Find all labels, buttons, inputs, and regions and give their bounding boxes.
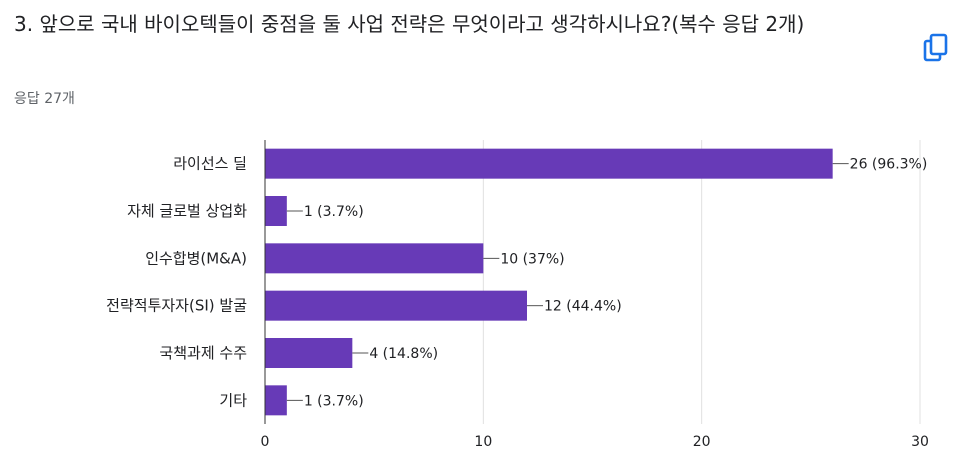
copy-chart-button[interactable] — [922, 32, 952, 64]
x-tick-label: 20 — [693, 434, 711, 450]
response-count: 응답 27개 — [14, 91, 75, 107]
x-tick-label: 0 — [261, 434, 270, 450]
category-label: 전략적투자자(SI) 발굴 — [106, 297, 247, 315]
data-label: 1 (3.7%) — [304, 204, 364, 220]
bar[interactable] — [265, 148, 833, 179]
bar[interactable] — [265, 290, 527, 321]
category-label: 기타 — [219, 391, 247, 409]
x-tick-label: 30 — [911, 434, 929, 450]
data-label: 12 (44.4%) — [544, 299, 622, 315]
copy-icon — [923, 33, 948, 62]
category-label: 라이선스 딜 — [173, 155, 247, 173]
data-label: 1 (3.7%) — [304, 393, 364, 409]
bar[interactable] — [265, 385, 287, 416]
bar[interactable] — [265, 243, 484, 274]
data-label: 4 (14.8%) — [369, 346, 438, 362]
category-label: 국책과제 수주 — [159, 344, 247, 362]
category-label: 인수합병(M&A) — [145, 249, 247, 267]
data-label: 26 (96.3%) — [850, 157, 928, 173]
question-title: 3. 앞으로 국내 바이오텍들이 중점을 둘 사업 전략은 무엇이라고 생각하시… — [14, 12, 805, 36]
category-label: 자체 글로벌 상업화 — [127, 202, 247, 220]
data-label: 10 (37%) — [500, 251, 564, 267]
bar[interactable] — [265, 196, 287, 226]
bar[interactable] — [265, 338, 353, 368]
x-tick-label: 10 — [474, 434, 492, 450]
